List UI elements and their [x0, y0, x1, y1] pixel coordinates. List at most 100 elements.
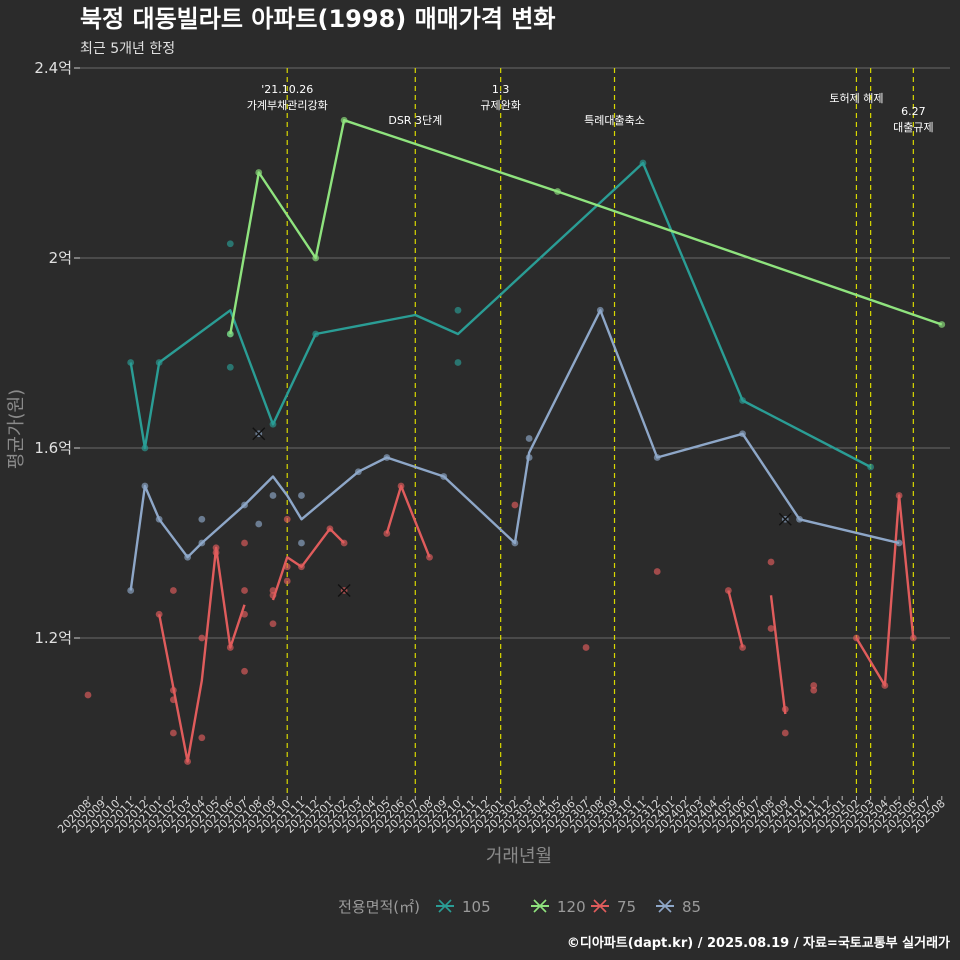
series-75-point — [241, 587, 248, 594]
series-75-point — [241, 539, 248, 547]
series-75-point — [739, 644, 746, 651]
series-75-point — [781, 729, 789, 737]
series-75-point — [781, 705, 789, 713]
series-105-point — [141, 444, 149, 452]
series-120-point — [938, 321, 946, 328]
series-85-point — [298, 539, 305, 547]
legend-label-120: 120 — [557, 898, 586, 916]
legend-marker-105 — [438, 899, 452, 913]
series-75-line — [727, 590, 744, 648]
series-85-point — [596, 306, 604, 314]
series-75-point — [340, 539, 348, 547]
legend-label-85: 85 — [682, 898, 701, 916]
legend-marker-120 — [533, 899, 547, 913]
series-layer — [84, 116, 946, 765]
series-85-point — [198, 515, 206, 523]
series-120-point — [226, 330, 234, 338]
y-tick-label: 2억 — [49, 249, 72, 267]
series-85-point — [127, 587, 135, 594]
series-75-point — [298, 563, 305, 571]
legend-marker-85 — [658, 899, 672, 913]
series-105-point — [155, 359, 163, 366]
series-75-line — [158, 546, 246, 763]
series-75-point — [198, 634, 206, 642]
series-75-line — [855, 494, 915, 687]
x-axis-label: 거래년월 — [486, 846, 552, 867]
series-105-point — [269, 420, 277, 428]
annotation-text: 토허제 해제 — [829, 91, 883, 105]
annotation-text: 규제완화 — [480, 99, 520, 112]
series-85-point — [155, 515, 163, 523]
y-axis-ticks: 1.2억 1.6억 2억 2.4억 — [34, 59, 80, 647]
series-75-point — [198, 734, 206, 742]
series-75-point — [184, 758, 192, 765]
annotation-text: 특례대출축소 — [584, 114, 645, 127]
series-85-point — [796, 515, 803, 523]
x-axis-ticks: 2020082020092020102020112020122021012021… — [55, 796, 948, 836]
series-75-point — [895, 492, 903, 499]
series-75-point — [169, 686, 177, 694]
series-75-point — [169, 729, 177, 737]
series-85-point — [298, 492, 305, 499]
series-85-point — [440, 473, 448, 480]
annotation-text: 대출규제 — [893, 121, 933, 134]
gridlines — [80, 67, 950, 639]
series-75-point — [724, 587, 732, 594]
series-75-point — [653, 568, 661, 575]
series-85-point — [255, 520, 263, 528]
series-75-point — [909, 634, 917, 642]
series-85-point — [184, 553, 192, 561]
series-85-point — [895, 539, 903, 547]
series-75-point — [810, 686, 818, 694]
series-85-point — [525, 454, 533, 461]
series-85-point — [269, 492, 277, 499]
series-105-point — [867, 463, 875, 471]
series-105-point — [454, 306, 462, 314]
series-120-point — [255, 169, 263, 176]
series-85-point — [511, 539, 519, 547]
series-85-point — [354, 468, 362, 476]
series-105-point — [739, 397, 746, 404]
legend-label-75: 75 — [617, 898, 636, 916]
series-75-point — [269, 591, 277, 599]
legend: 전용면적(㎡) 105 120 75 85 — [338, 898, 701, 916]
series-75-line — [769, 595, 787, 715]
chart-subtitle: 최근 5개년 한정 — [80, 41, 175, 57]
legend-title: 전용면적(㎡) — [338, 898, 420, 916]
legend-marker-75 — [593, 899, 607, 913]
annotation-text: 6.27 — [901, 105, 926, 118]
series-75-point — [582, 644, 590, 651]
series-85-point — [198, 539, 206, 547]
series-105-point — [226, 363, 234, 371]
series-75-point — [212, 544, 220, 552]
series-75-point — [84, 691, 92, 699]
chart-title: 북정 대동빌라트 아파트(1998) 매매가격 변화 — [80, 5, 555, 33]
series-75-point — [383, 530, 391, 537]
y-axis-label: 평균가(원) — [6, 389, 27, 469]
series-75-point — [853, 634, 860, 642]
cancelled-mark — [337, 584, 351, 597]
series-105-point — [127, 359, 135, 366]
series-75-point — [326, 525, 334, 533]
cancelled-mark — [778, 512, 792, 526]
series-75-point — [241, 610, 248, 618]
series-75-point — [426, 553, 433, 561]
series-105-point — [454, 359, 462, 366]
legend-label-105: 105 — [462, 898, 491, 916]
series-85-point — [739, 430, 746, 438]
series-85-point — [525, 435, 533, 442]
series-75-point — [810, 682, 818, 689]
series-85-point — [383, 454, 391, 461]
series-120-point — [554, 188, 561, 195]
series-75-point — [226, 644, 234, 651]
series-75-point — [269, 620, 277, 628]
series-75-point — [881, 682, 889, 689]
series-120-point — [340, 116, 348, 124]
series-75-point — [169, 696, 177, 704]
series-85-point — [241, 501, 248, 509]
series-120-point — [312, 254, 320, 262]
y-tick-label: 2.4억 — [34, 59, 72, 77]
series-105-point — [226, 240, 234, 248]
series-105-point — [312, 330, 320, 338]
